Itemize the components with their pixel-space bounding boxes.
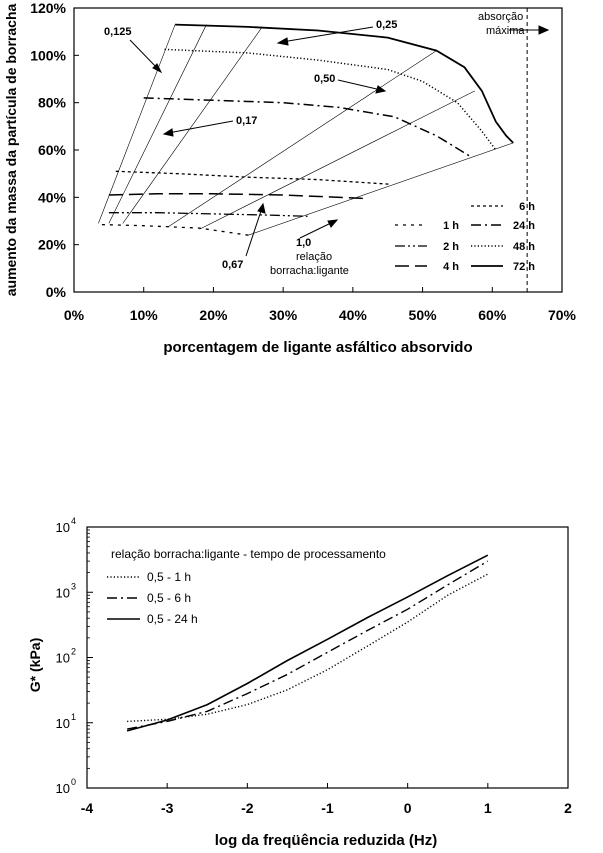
- ratio-line: [108, 24, 207, 224]
- legend-label: 0,5 - 6 h: [147, 591, 191, 605]
- y-tick-label: 100%: [30, 47, 66, 63]
- y-tick-exponent: 3: [71, 581, 76, 591]
- x-tick-label: 1: [484, 800, 492, 816]
- legend-label: 0,5 - 24 h: [147, 612, 198, 626]
- legend-label: 0,5 - 1 h: [147, 570, 191, 584]
- ratio-line: [98, 24, 176, 224]
- legend-title: relação borracha:ligante - tempo de proc…: [111, 547, 386, 561]
- series-line: [127, 573, 489, 723]
- y-tick-base: 10: [56, 716, 70, 731]
- y-tick-base: 10: [56, 520, 70, 535]
- x-tick-label: -4: [81, 800, 94, 816]
- legend-label: 4 h: [443, 261, 459, 273]
- y-axis-label: G* (kPa): [27, 638, 43, 692]
- x-tick-label: 2: [564, 800, 572, 816]
- x-tick-label: -2: [241, 800, 254, 816]
- x-tick-label: 0%: [64, 307, 85, 323]
- y-tick-exponent: 0: [71, 777, 76, 787]
- legend-label: 24 h: [513, 220, 535, 232]
- series-line: [108, 193, 367, 200]
- ratio-label-borracha-ligante: borracha:ligante: [270, 265, 349, 277]
- y-tick-label: 60%: [38, 142, 67, 158]
- x-tick-label: 30%: [269, 307, 298, 323]
- legend-label: 6 h: [519, 201, 535, 213]
- series-line: [164, 48, 497, 151]
- ratio-lines: [98, 8, 528, 292]
- ratio-label-10: 1,0: [296, 237, 311, 249]
- series-line: [101, 223, 249, 236]
- y-tick-label: 20%: [38, 237, 67, 253]
- annotation-arrows: [129, 25, 550, 257]
- x-tick-label: 10%: [130, 307, 159, 323]
- ratio-line: [122, 26, 263, 224]
- y-tick-exponent: 2: [71, 647, 76, 657]
- x-tick-label: -1: [321, 800, 334, 816]
- x-tick-label: 20%: [199, 307, 228, 323]
- y-tick-base: 10: [56, 781, 70, 796]
- plot-border: [86, 526, 569, 789]
- y-tick-label: 80%: [38, 95, 67, 111]
- x-tick-label: 70%: [548, 307, 577, 323]
- x-tick-label: 50%: [409, 307, 438, 323]
- ratio-label-050: 0,50: [314, 73, 335, 85]
- tick-labels: 0% 10% 20% 30% 40% 50% 60% 70% 0% 20% 40% 60% 80% 100…: [30, 0, 576, 323]
- series-lines: [126, 554, 489, 732]
- y-tick-label: 0%: [46, 284, 67, 300]
- legend: 0,5 - 1 h 0,5 - 6 h 0,5 - 24 h: [107, 570, 198, 626]
- series-line: [126, 560, 489, 730]
- y-tick-base: 10: [56, 585, 70, 600]
- series-line: [143, 97, 472, 158]
- series-line: [115, 170, 392, 185]
- y-axis-label: aumento da massa da partícula de borrach…: [3, 4, 19, 297]
- series-line: [108, 212, 308, 217]
- rubber-absorption-chart: 0% 10% 20% 30% 40% 50% 60% 70% 0% 20% 40% 60% 80% 100…: [3, 0, 577, 356]
- plot-frame: [86, 526, 569, 789]
- y-tick-exponent: 4: [71, 516, 76, 526]
- x-tick-label: -3: [161, 800, 174, 816]
- ratio-label-025: 0,25: [376, 19, 397, 31]
- series-lines: [101, 23, 514, 236]
- legend-label: 48 h: [513, 241, 535, 253]
- ratio-label-017: 0,17: [236, 115, 257, 127]
- ratio-label-0125: 0,125: [104, 26, 132, 38]
- ratio-label-relacao: relação: [296, 251, 332, 263]
- ratio-line: [199, 90, 475, 230]
- y-tick-label: 120%: [30, 0, 66, 16]
- series-line: [126, 554, 489, 732]
- vline-label-maxima: máxima: [486, 25, 525, 37]
- legend-label: 2 h: [443, 241, 459, 253]
- y-tick-base: 10: [56, 651, 70, 666]
- x-tick-label: 0: [404, 800, 412, 816]
- series-line: [175, 23, 514, 144]
- x-tick-label: 40%: [339, 307, 368, 323]
- ratio-line: [167, 50, 437, 228]
- x-axis-label: porcentagem de ligante asfáltico absorvi…: [163, 339, 472, 356]
- ratio-line: [248, 142, 514, 236]
- legend-label: 72 h: [513, 261, 535, 273]
- vline-label-absorcao: absorção: [478, 11, 523, 23]
- plot-border: [73, 7, 563, 293]
- y-tick-exponent: 1: [71, 712, 76, 722]
- legend: 1 h 2 h 4 h 6 h 24 h 48 h 72 h: [395, 201, 535, 273]
- y-tick-label: 40%: [38, 189, 67, 205]
- plot-frame: [73, 7, 563, 293]
- legend-label: 1 h: [443, 220, 459, 232]
- x-axis-label: log da freqüência reduzida (Hz): [215, 832, 438, 849]
- x-tick-label: 60%: [478, 307, 507, 323]
- ratio-label-067: 0,67: [222, 259, 243, 271]
